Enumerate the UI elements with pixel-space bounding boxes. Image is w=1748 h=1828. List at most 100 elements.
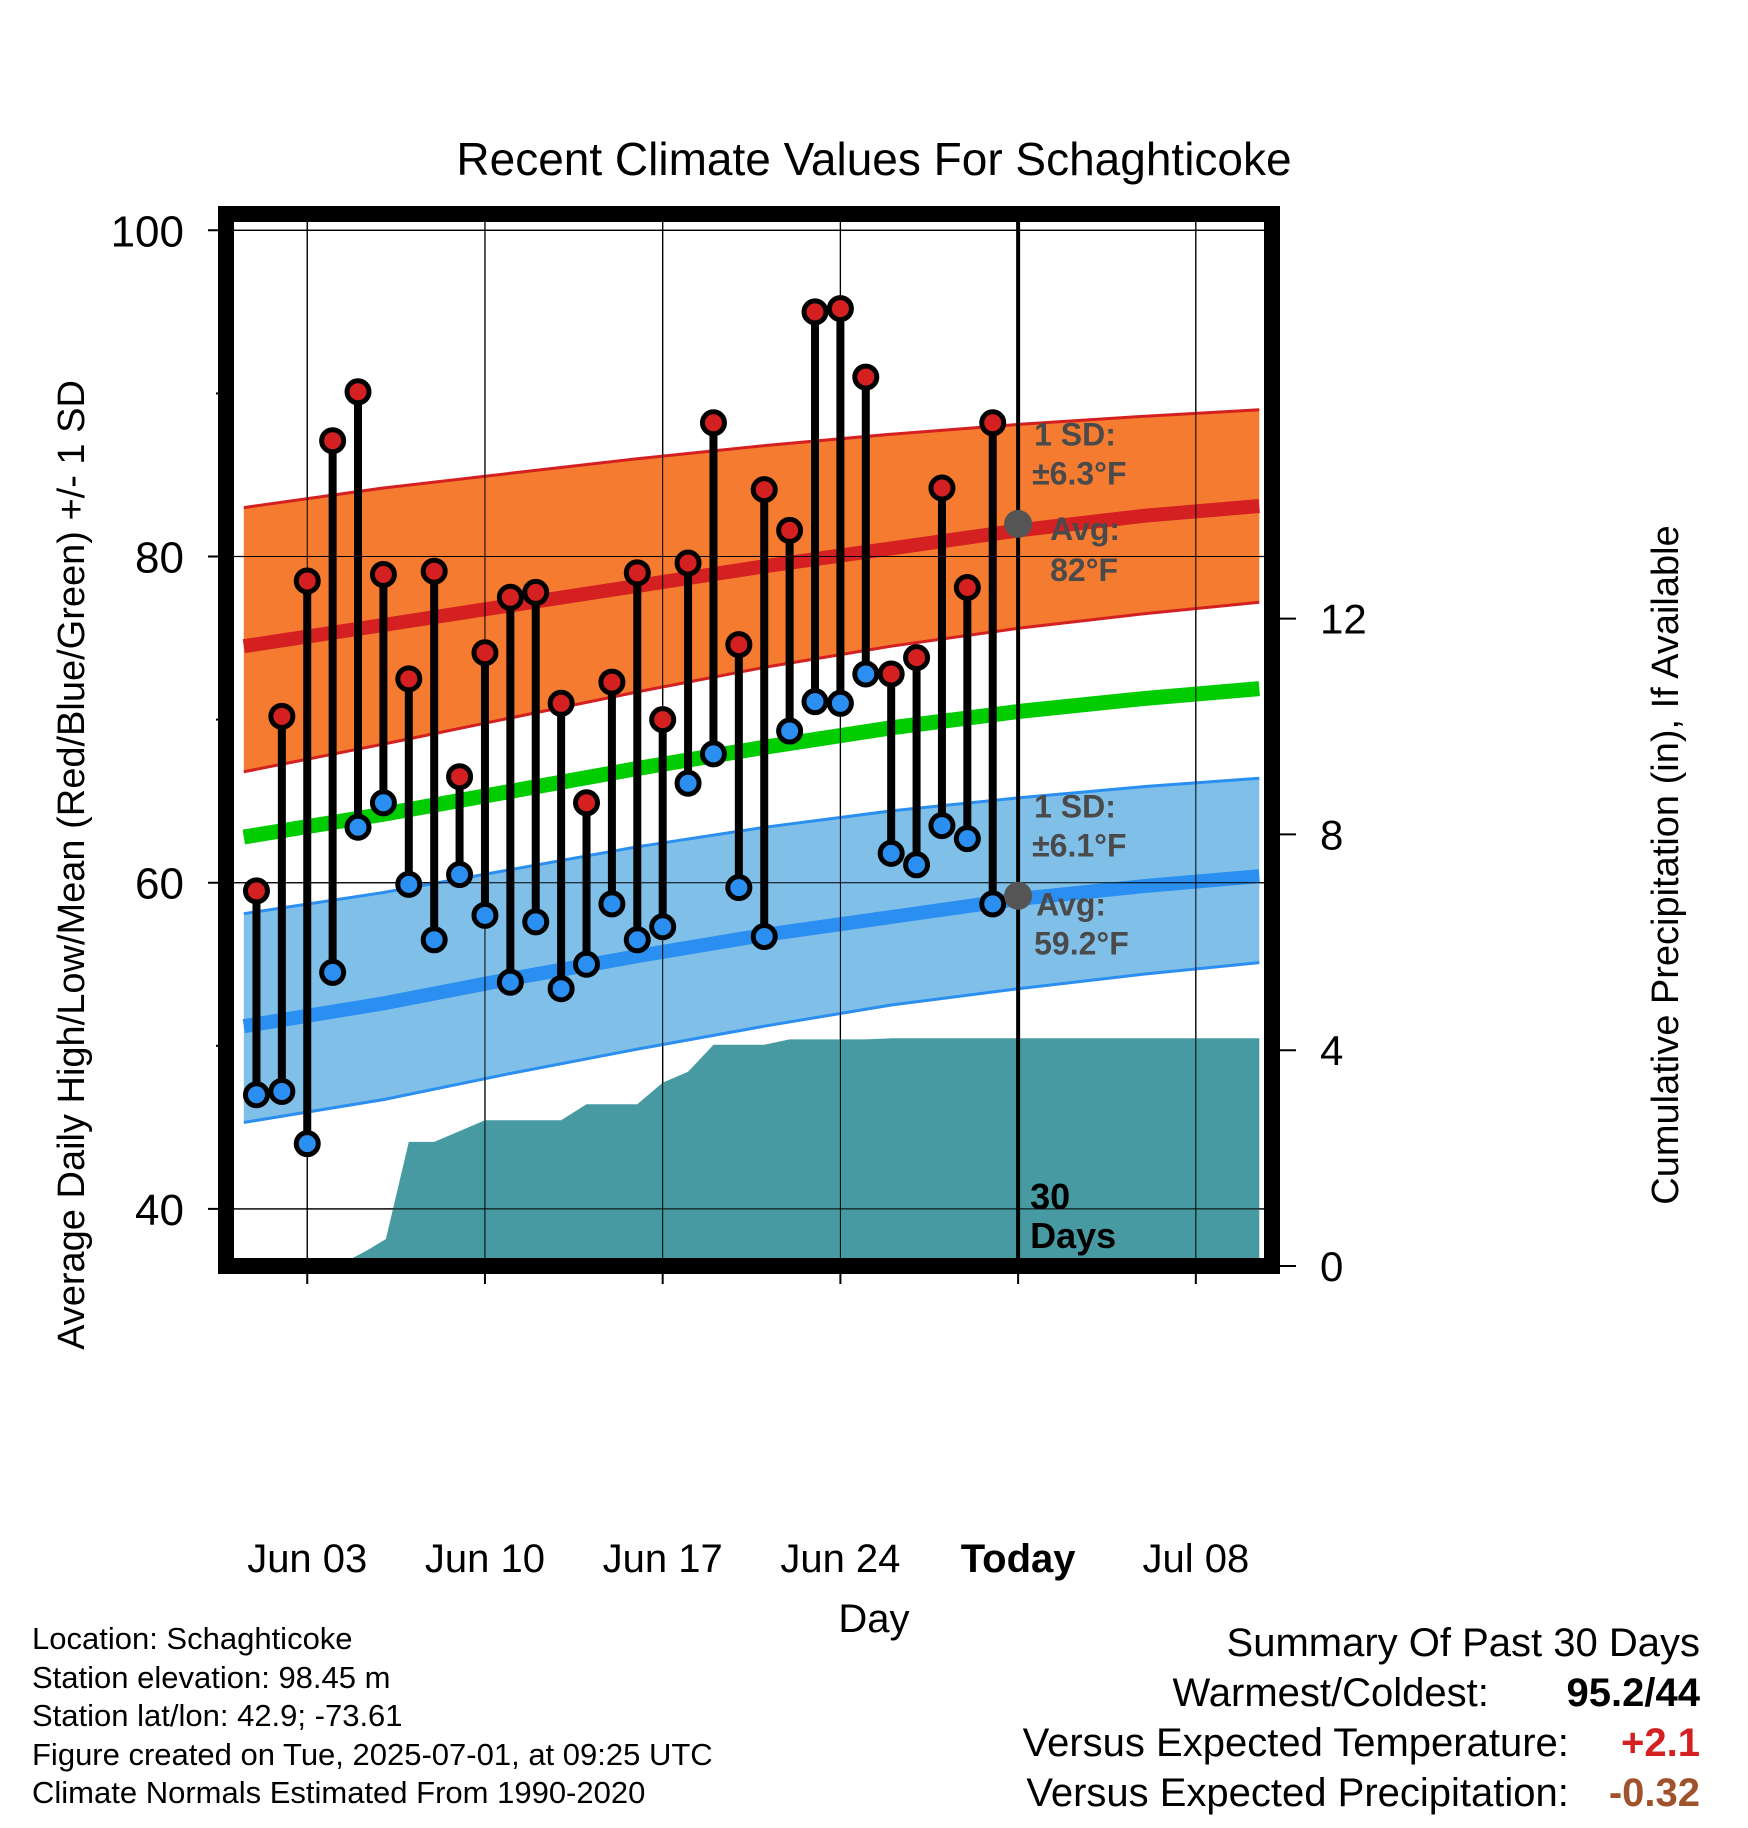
created-text: Figure created on Tue, 2025-07-01, at 09… xyxy=(32,1736,713,1772)
days-label-number: 30 xyxy=(1030,1176,1070,1217)
y-axis-label: Average Daily High/Low/Mean (Red/Blue/Gr… xyxy=(51,380,93,1350)
low-point xyxy=(268,1077,296,1105)
high-point xyxy=(496,583,524,611)
elevation-text: Station elevation: 98.45 m xyxy=(32,1659,391,1695)
precip-value: -0.32 xyxy=(1608,1771,1700,1815)
high-point xyxy=(674,549,702,577)
low-point xyxy=(420,926,448,954)
temp-row: Versus Expected Temperature: +2.1 xyxy=(1023,1718,1700,1768)
summary-title: Summary Of Past 30 Days xyxy=(1226,1621,1700,1665)
today-high-marker xyxy=(1004,509,1033,538)
chart-title: Recent Climate Values For Schaghticoke xyxy=(456,133,1291,185)
low-avg-value: 59.2°F xyxy=(1034,925,1129,961)
high-point xyxy=(750,476,778,504)
low-point xyxy=(826,689,854,717)
high-point xyxy=(293,567,321,595)
high-point xyxy=(420,557,448,585)
low-point xyxy=(649,913,677,941)
low-point xyxy=(446,861,474,889)
normal-high-upper-edge xyxy=(243,408,1260,510)
y2-tick-label: 8 xyxy=(1320,811,1343,858)
precip-label: Versus Expected Precipitation: xyxy=(1026,1771,1569,1815)
high-point xyxy=(242,877,270,905)
normal-low-lower-edge xyxy=(243,961,1260,1124)
low-point xyxy=(319,958,347,986)
normals-text: Climate Normals Estimated From 1990-2020 xyxy=(32,1775,646,1810)
x-tick-label: Jul 08 xyxy=(1142,1537,1249,1581)
high-point xyxy=(573,789,601,817)
high-point xyxy=(369,560,397,588)
low-point xyxy=(547,975,575,1003)
low-point xyxy=(496,968,524,996)
y-tick-label: 40 xyxy=(135,1186,184,1235)
y-tick-label: 80 xyxy=(135,534,184,583)
high-point xyxy=(852,363,880,391)
low-sd-label: 1 SD: xyxy=(1034,788,1116,824)
y2-axis-label: Cumulative Precipitation (in), If Availa… xyxy=(1645,525,1687,1204)
high-sd-value: ±6.3°F xyxy=(1032,456,1126,492)
low-point xyxy=(242,1081,270,1109)
y2-tick-label: 12 xyxy=(1320,596,1367,643)
high-sd-label: 1 SD: xyxy=(1034,417,1116,453)
high-point xyxy=(776,516,804,544)
high-point xyxy=(725,631,753,659)
low-point xyxy=(852,660,880,688)
x-axis-label: Day xyxy=(838,1597,909,1641)
normal-high-band xyxy=(243,409,1260,772)
y-tick-label: 60 xyxy=(135,860,184,909)
high-point xyxy=(268,702,296,730)
temp-value: +2.1 xyxy=(1621,1721,1700,1765)
y2-tick-label: 4 xyxy=(1320,1027,1343,1074)
station-info: Location: Schaghticoke Station elevation… xyxy=(32,1620,713,1813)
high-avg-value: 82°F xyxy=(1050,552,1118,588)
low-point xyxy=(776,717,804,745)
location-text: Location: Schaghticoke xyxy=(32,1621,353,1656)
low-point xyxy=(395,870,423,898)
low-point xyxy=(877,839,905,867)
temp-label: Versus Expected Temperature: xyxy=(1022,1721,1569,1765)
low-point xyxy=(801,688,829,716)
normal-low-band xyxy=(243,778,1260,1123)
high-point xyxy=(699,409,727,437)
warm-cold-label: Warmest/Coldest: xyxy=(1172,1671,1489,1715)
axes: 100 80 60 40 0 4 8 12 Jun 03 Jun 10 Jun 17 Jun 24 To… xyxy=(111,206,1367,1581)
y-tick-label: 100 xyxy=(111,207,184,256)
low-sd-value: ±6.1°F xyxy=(1032,828,1126,864)
x-tick-label: Jun 17 xyxy=(603,1537,723,1581)
plot-frame xyxy=(218,206,1280,1274)
x-tick-label: Jun 03 xyxy=(247,1537,367,1581)
high-point xyxy=(801,298,829,326)
low-point xyxy=(369,789,397,817)
x-tick-label: Jun 24 xyxy=(780,1537,900,1581)
summary-panel: Summary Of Past 30 Days Warmest/Coldest:… xyxy=(1023,1618,1700,1818)
high-point xyxy=(877,660,905,688)
low-point xyxy=(293,1130,321,1158)
low-point xyxy=(623,926,651,954)
high-point xyxy=(547,689,575,717)
high-point xyxy=(953,574,981,602)
high-point xyxy=(649,706,677,734)
high-point xyxy=(522,578,550,606)
low-avg-label: Avg: xyxy=(1036,886,1106,922)
y2-tick-label: 0 xyxy=(1320,1243,1343,1290)
today-low-marker xyxy=(1004,881,1033,910)
low-point xyxy=(953,825,981,853)
low-point xyxy=(522,908,550,936)
days-label-word: Days xyxy=(1030,1215,1116,1256)
x-tick-label: Today xyxy=(961,1537,1077,1581)
low-point xyxy=(573,950,601,978)
warm-cold-row: Warmest/Coldest: 95.2/44 xyxy=(1023,1668,1701,1718)
low-point xyxy=(674,769,702,797)
high-point xyxy=(446,763,474,791)
low-point xyxy=(699,740,727,768)
warm-cold-value: 95.2/44 xyxy=(1566,1671,1700,1715)
high-point xyxy=(623,559,651,587)
precip-row: Versus Expected Precipitation: -0.32 xyxy=(1023,1768,1700,1818)
low-point xyxy=(725,874,753,902)
latlon-text: Station lat/lon: 42.9; -73.61 xyxy=(32,1698,403,1733)
low-point xyxy=(750,923,778,951)
low-point xyxy=(598,890,626,918)
x-tick-label: Jun 10 xyxy=(425,1537,545,1581)
